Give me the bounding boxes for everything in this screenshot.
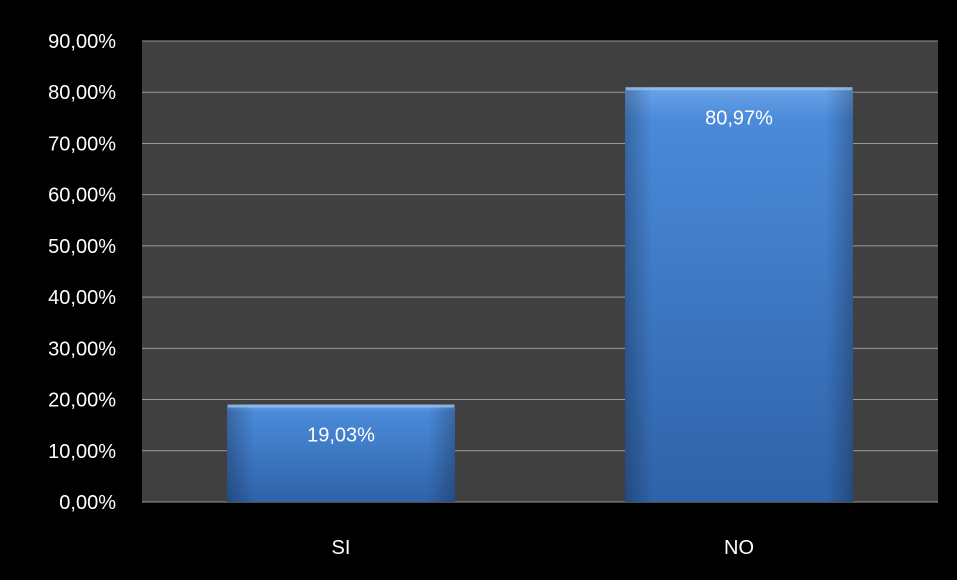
data-label: 19,03% [307,425,375,447]
y-tick-label: 80,00% [48,82,116,104]
data-label: 80,97% [705,107,773,129]
x-axis: SI NO [332,537,754,559]
y-tick-label: 40,00% [48,287,116,309]
bar-si [227,404,455,502]
bar-highlight [626,87,852,91]
y-axis: 0,00% 10,00% 20,00% 30,00% 40,00% 50,00% 60,00… [48,31,116,514]
y-tick-label: 70,00% [48,133,116,155]
bar-highlight [228,404,454,408]
bar-no [625,87,853,503]
y-tick-label: 0,00% [59,492,116,514]
bar-shade [625,87,853,503]
x-category-label: NO [724,537,754,559]
x-category-label: SI [332,537,351,559]
y-tick-label: 90,00% [48,31,116,53]
bars: 19,03% 80,97% [227,87,853,503]
y-tick-label: 50,00% [48,236,116,258]
y-tick-label: 30,00% [48,338,116,360]
y-tick-label: 20,00% [48,390,116,412]
y-tick-label: 10,00% [48,441,116,463]
bar-shade [227,404,455,502]
y-tick-label: 60,00% [48,185,116,207]
